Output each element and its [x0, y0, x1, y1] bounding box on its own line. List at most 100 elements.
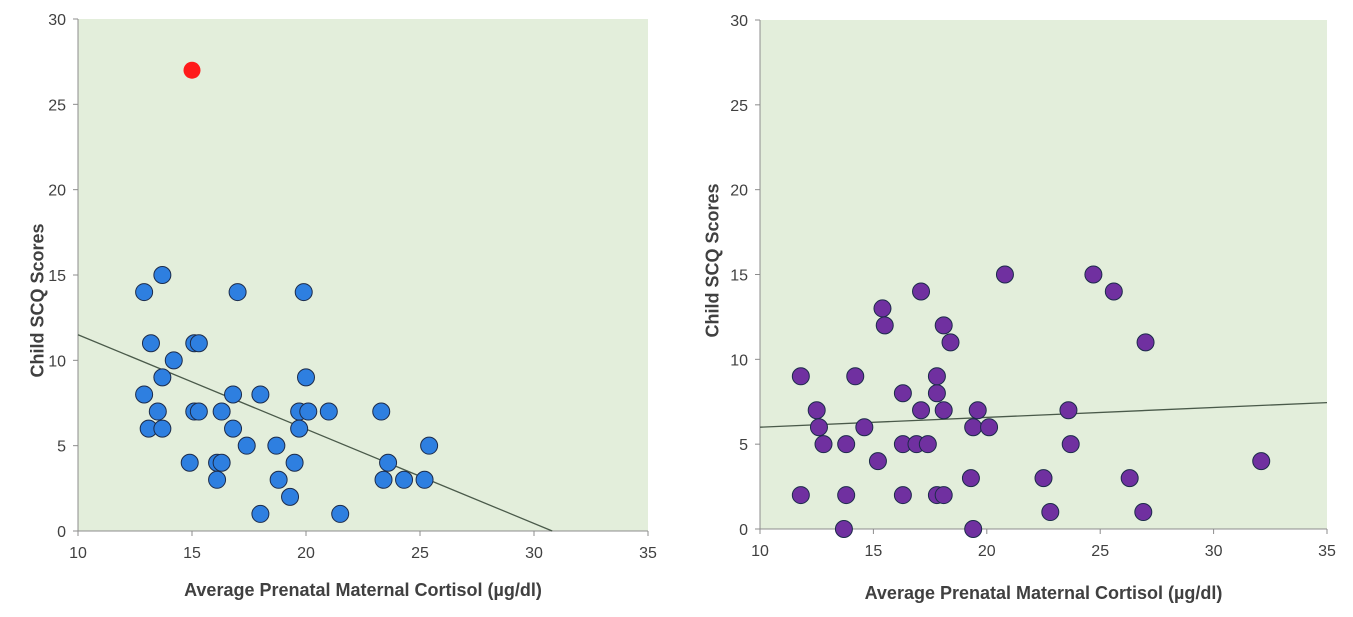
data-point [267, 436, 286, 455]
data-point [141, 334, 160, 353]
x-tick-label: 10 [69, 545, 87, 562]
data-point [379, 453, 398, 472]
data-point [1104, 282, 1123, 301]
data-point [319, 402, 338, 421]
x-tick-label: 25 [411, 545, 429, 562]
data-point [1059, 401, 1078, 420]
data-point [1120, 469, 1139, 488]
trendline [759, 401, 1328, 428]
x-tick-label: 35 [1318, 543, 1336, 560]
data-point [415, 470, 434, 489]
data-point [208, 470, 227, 489]
trendline [77, 334, 553, 532]
y-tick-label: 30 [48, 12, 66, 29]
x-tick-label: 15 [865, 543, 883, 560]
data-point [294, 283, 313, 302]
data-point [807, 401, 826, 420]
x-tick-label: 25 [1091, 543, 1109, 560]
data-point [791, 486, 810, 505]
data-point [1061, 435, 1080, 454]
data-point [331, 504, 350, 523]
data-point [269, 470, 288, 489]
data-point [918, 435, 937, 454]
data-point [148, 402, 167, 421]
y-tick-label: 15 [730, 268, 748, 285]
x-tick-label: 30 [525, 545, 543, 562]
y-tick-label: 5 [57, 439, 66, 456]
data-point [927, 384, 946, 403]
outlier-point [183, 61, 201, 79]
data-point [224, 419, 243, 438]
data-point [299, 402, 318, 421]
data-point [855, 418, 874, 437]
data-point [912, 282, 931, 301]
data-point [834, 520, 853, 538]
scatter-chart-left: 0 5 10 15 20 25 30 10 15 20 25 30 35 Child SCQ Score… [0, 0, 676, 612]
data-point [837, 486, 856, 505]
x-tick-label: 35 [639, 545, 657, 562]
data-point [153, 266, 172, 284]
data-point [164, 351, 183, 370]
x-tick-label: 20 [297, 545, 315, 562]
data-point [868, 452, 887, 471]
y-tick-label: 20 [48, 183, 66, 200]
y-axis-label: Child SCQ Scores [702, 183, 723, 338]
data-point [290, 419, 309, 438]
x-tick-label: 30 [1205, 543, 1223, 560]
data-point [968, 401, 987, 420]
y-tick-label: 10 [730, 352, 748, 369]
data-point [251, 504, 270, 523]
y-tick-label: 0 [57, 524, 66, 541]
data-point [1252, 452, 1271, 471]
data-point [297, 368, 315, 387]
data-point [189, 334, 208, 353]
data-point [934, 401, 953, 420]
y-tick-label: 30 [730, 13, 748, 30]
chart-left-svg: 0 5 10 15 20 25 30 10 15 20 25 30 35 [48, 12, 657, 562]
scatter-chart-right: 0 5 10 15 20 25 30 10 15 20 25 30 35 Child SCQ Score… [676, 0, 1353, 612]
data-point [251, 385, 270, 404]
data-point [212, 453, 231, 472]
data-point [372, 402, 391, 421]
data-point [893, 384, 912, 403]
y-axis-label: Child SCQ Scores [27, 223, 48, 378]
data-point [1041, 503, 1060, 522]
x-tick-label: 10 [751, 543, 769, 560]
data-point [964, 520, 983, 538]
data-point [934, 316, 953, 335]
data-point [941, 333, 960, 352]
data-point [893, 486, 912, 505]
data-point [395, 470, 414, 489]
data-point [873, 299, 892, 318]
data-point [961, 469, 980, 488]
y-tick-label: 10 [48, 353, 66, 370]
data-point [237, 436, 256, 455]
data-point [791, 367, 810, 386]
plot-area [78, 19, 648, 531]
data-point [212, 402, 231, 421]
data-point [875, 316, 894, 335]
data-point [846, 367, 865, 386]
data-point [180, 453, 199, 472]
data-point [927, 367, 946, 386]
data-point [837, 435, 856, 454]
x-axis-label: Average Prenatal Maternal Cortisol (µg/d… [864, 583, 1223, 603]
y-tick-label: 5 [739, 437, 748, 454]
data-point [135, 283, 154, 302]
x-tick-label: 20 [978, 543, 996, 560]
data-point [228, 283, 247, 302]
data-point [135, 385, 154, 404]
x-axis-label: Average Prenatal Maternal Cortisol (µg/d… [184, 580, 542, 600]
data-point [153, 368, 172, 387]
data-point [995, 265, 1014, 284]
data-point [964, 418, 983, 437]
data-point [224, 385, 243, 404]
y-tick-label: 15 [48, 268, 66, 285]
y-tick-label: 0 [739, 522, 748, 539]
data-point [814, 435, 833, 454]
data-point [374, 470, 393, 489]
data-point [285, 453, 304, 472]
data-point [189, 402, 208, 421]
data-point [1136, 333, 1155, 352]
data-point [809, 418, 828, 437]
